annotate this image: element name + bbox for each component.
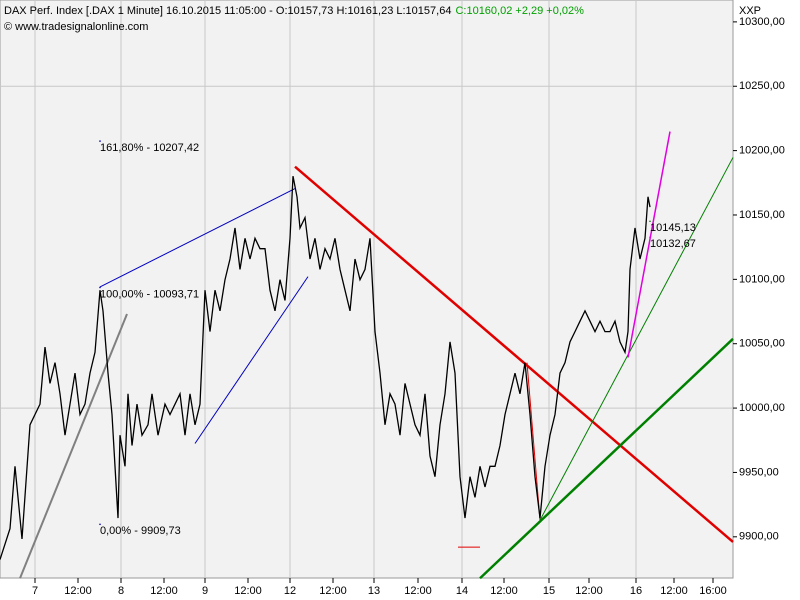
grid xyxy=(0,0,733,578)
annotation-point xyxy=(649,220,651,223)
chart-subtitle: C:10160,02 +2,29 +0,02% xyxy=(455,5,584,17)
y-tick-label: 10050,00 xyxy=(739,338,785,350)
x-tick-label: 12:00 xyxy=(319,585,347,597)
trendlines xyxy=(19,131,734,580)
y-tick-label: 10150,00 xyxy=(739,209,785,221)
annotation-point xyxy=(99,286,101,289)
y-tick-label: 10100,00 xyxy=(739,273,785,285)
annotation-point xyxy=(99,140,101,142)
x-tick-label: 12:00 xyxy=(660,585,688,597)
annotations: 161,80% - 10207,42 100,00% - 10093,71 0,00… xyxy=(99,140,696,537)
annotation: 161,80% - 10207,42 xyxy=(100,142,199,154)
x-tick-label: 12:00 xyxy=(150,585,178,597)
annotation-point xyxy=(99,523,101,526)
trendline xyxy=(294,165,734,543)
x-tick-label: 12:00 xyxy=(490,585,518,597)
y-tick-label: 9950,00 xyxy=(739,466,779,478)
chart-title: DAX Perf. Index [.DAX 1 Minute] 16.10.20… xyxy=(4,5,451,17)
x-tick-label: 12:00 xyxy=(575,585,603,597)
annotation: 100,00% - 10093,71 xyxy=(100,288,199,300)
x-tick-label: 12:00 xyxy=(404,585,432,597)
trendline xyxy=(526,362,541,521)
trendline xyxy=(479,337,734,580)
x-tick-label: 15 xyxy=(543,585,555,597)
axes: 9900,00 9950,00 10000,00 10050,00 10100,00 10… xyxy=(32,16,785,597)
annotation-point xyxy=(649,236,651,239)
price-line xyxy=(0,175,651,560)
x-tick-label: 16:00 xyxy=(699,585,727,597)
annotation: 10145,13 xyxy=(650,222,696,234)
x-tick-label: 16 xyxy=(630,585,642,597)
plot-area xyxy=(0,0,734,579)
annotation: 10132,67 xyxy=(650,238,696,250)
axis-label: XXP xyxy=(739,5,761,17)
x-tick-label: 12:00 xyxy=(64,585,92,597)
trendline xyxy=(19,313,128,579)
x-tick-label: 7 xyxy=(32,585,38,597)
x-tick-label: 13 xyxy=(368,585,380,597)
chart-header: DAX Perf. Index [.DAX 1 Minute] 16.10.20… xyxy=(4,5,584,17)
trendline xyxy=(539,157,734,521)
y-tick-label: 10000,00 xyxy=(739,402,785,414)
trendline xyxy=(194,276,309,444)
x-tick-label: 12 xyxy=(284,585,296,597)
trendline xyxy=(99,188,296,288)
y-tick-label: 10300,00 xyxy=(739,16,785,28)
x-tick-label: 14 xyxy=(456,585,468,597)
source: © www.tradesignalonline.com xyxy=(4,21,148,33)
x-tick-label: 8 xyxy=(118,585,124,597)
y-tick-label: 10200,00 xyxy=(739,145,785,157)
annotation: 0,00% - 9909,73 xyxy=(100,525,181,537)
y-tick-label: 9900,00 xyxy=(739,531,779,543)
price-series xyxy=(0,175,651,560)
x-tick-label: 9 xyxy=(202,585,208,597)
y-tick-label: 10250,00 xyxy=(739,80,785,92)
trendline xyxy=(627,131,671,358)
x-tick-label: 12:00 xyxy=(234,585,262,597)
